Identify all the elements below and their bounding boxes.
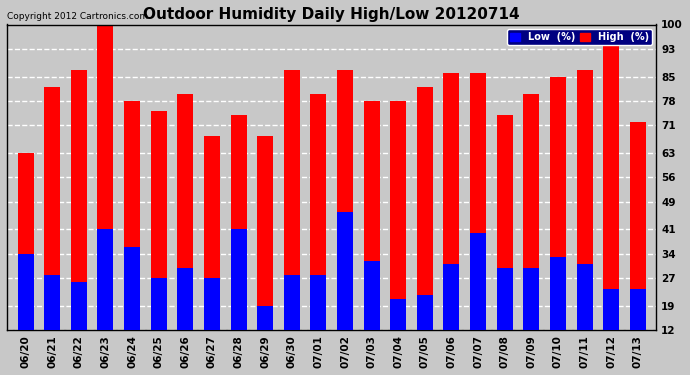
Bar: [550, 76, 566, 330]
Bar: [230, 230, 246, 330]
Bar: [337, 212, 353, 330]
Bar: [204, 278, 220, 330]
Bar: [364, 101, 380, 330]
Legend: Low  (%), High  (%): Low (%), High (%): [507, 29, 651, 45]
Bar: [71, 282, 87, 330]
Bar: [630, 288, 646, 330]
Bar: [523, 268, 540, 330]
Bar: [603, 288, 619, 330]
Bar: [417, 296, 433, 330]
Bar: [71, 70, 87, 330]
Bar: [177, 94, 193, 330]
Bar: [257, 136, 273, 330]
Bar: [150, 278, 167, 330]
Title: Outdoor Humidity Daily High/Low 20120714: Outdoor Humidity Daily High/Low 20120714: [144, 7, 520, 22]
Bar: [124, 247, 140, 330]
Bar: [603, 45, 619, 330]
Bar: [497, 268, 513, 330]
Bar: [470, 233, 486, 330]
Bar: [97, 230, 113, 330]
Bar: [124, 101, 140, 330]
Bar: [523, 94, 540, 330]
Bar: [97, 24, 113, 330]
Bar: [150, 111, 167, 330]
Bar: [17, 254, 34, 330]
Bar: [577, 264, 593, 330]
Bar: [284, 274, 299, 330]
Bar: [470, 73, 486, 330]
Bar: [230, 115, 246, 330]
Bar: [497, 115, 513, 330]
Bar: [44, 274, 60, 330]
Bar: [630, 122, 646, 330]
Bar: [177, 268, 193, 330]
Bar: [444, 264, 460, 330]
Bar: [204, 136, 220, 330]
Bar: [257, 306, 273, 330]
Bar: [310, 94, 326, 330]
Bar: [391, 299, 406, 330]
Text: Copyright 2012 Cartronics.com: Copyright 2012 Cartronics.com: [7, 12, 148, 21]
Bar: [17, 153, 34, 330]
Bar: [284, 70, 299, 330]
Bar: [310, 274, 326, 330]
Bar: [577, 70, 593, 330]
Bar: [364, 261, 380, 330]
Bar: [44, 87, 60, 330]
Bar: [391, 101, 406, 330]
Bar: [444, 73, 460, 330]
Bar: [550, 257, 566, 330]
Bar: [417, 87, 433, 330]
Bar: [337, 70, 353, 330]
